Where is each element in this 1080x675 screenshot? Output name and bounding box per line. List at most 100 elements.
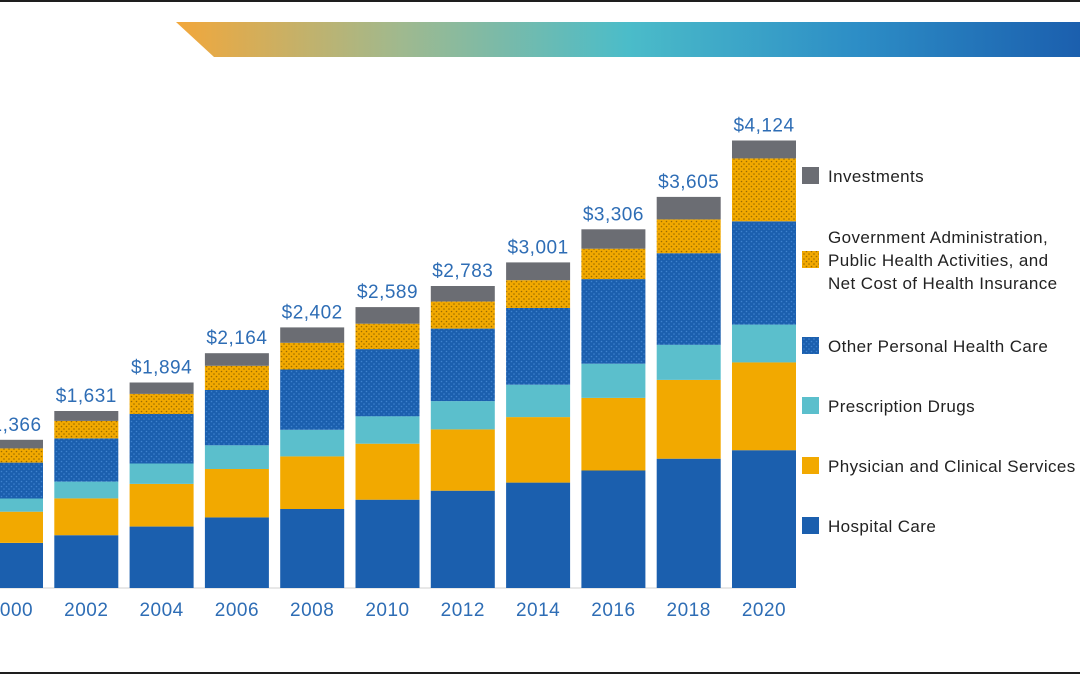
bar-2000-government-administration-public-health-activities-and-net-cost-of-health-insurance — [0, 448, 43, 463]
bar-2020-other-personal-health-care — [732, 221, 796, 325]
x-tick-2008: 2008 — [290, 600, 334, 621]
bar-2000-hospital-care — [0, 543, 43, 588]
bar-2008-investments — [280, 327, 345, 343]
bar-2010-prescription-drugs — [355, 416, 420, 444]
bar-2014-government-administration-public-health-activities-and-net-cost-of-health-insurance — [506, 280, 571, 308]
bar-2006-government-administration-public-health-activities-and-net-cost-of-health-insurance — [204, 365, 269, 390]
bar-2006-prescription-drugs — [204, 445, 269, 469]
top-border — [0, 0, 1080, 2]
bar-2002-other-personal-health-care — [54, 438, 119, 482]
x-tick-2014: 2014 — [516, 600, 560, 621]
total-label-2008: $2,402 — [282, 302, 343, 323]
x-tick-2002: 2002 — [64, 600, 108, 621]
legend-label-government-administration-public-health-activities-and-net-cost-of-health-insurance-line-3: Net Cost of Health Insurance — [828, 274, 1057, 293]
bar-2018-prescription-drugs — [656, 344, 721, 380]
bar-2000-other-personal-health-care — [0, 462, 43, 499]
legend-swatch-investments — [802, 167, 819, 184]
bar-2018-physician-and-clinical-services — [656, 379, 721, 459]
bar-2012-physician-and-clinical-services — [430, 429, 495, 491]
legend-swatch-hospital-care — [802, 517, 819, 534]
bar-2010-government-administration-public-health-activities-and-net-cost-of-health-insurance — [355, 323, 420, 350]
total-label-2014: $3,001 — [508, 237, 569, 258]
bar-2004-other-personal-health-care — [129, 414, 194, 464]
bar-group — [0, 140, 796, 588]
x-tick-2018: 2018 — [667, 600, 711, 621]
x-tick-2000: 2000 — [0, 600, 33, 621]
bar-2012-prescription-drugs — [430, 401, 495, 430]
bar-2004-physician-and-clinical-services — [129, 483, 194, 527]
bar-2018-government-administration-public-health-activities-and-net-cost-of-health-insurance — [656, 219, 721, 254]
total-label-2006: $2,164 — [206, 328, 267, 349]
x-tick-2020: 2020 — [742, 600, 786, 621]
legend-swatch-prescription-drugs — [802, 397, 819, 414]
bar-2020-physician-and-clinical-services — [732, 362, 796, 451]
total-label-2016: $3,306 — [583, 204, 644, 225]
bar-2012-other-personal-health-care — [430, 328, 495, 402]
bar-2016-investments — [581, 229, 646, 249]
legend-label-government-administration-public-health-activities-and-net-cost-of-health-insurance-line-1: Government Administration, — [828, 228, 1048, 247]
bar-2018-other-personal-health-care — [656, 253, 721, 345]
total-label-2004: $1,894 — [131, 358, 192, 379]
bar-2004-prescription-drugs — [129, 463, 194, 484]
bar-2012-government-administration-public-health-activities-and-net-cost-of-health-insurance — [430, 301, 495, 329]
bar-2006-hospital-care — [204, 517, 269, 588]
legend-label-investments: Investments — [828, 167, 924, 186]
bar-2014-other-personal-health-care — [506, 308, 571, 385]
legend-label-hospital-care: Hospital Care — [828, 517, 936, 536]
x-tick-2012: 2012 — [441, 600, 485, 621]
bar-2020-investments — [732, 140, 796, 159]
x-tick-2010: 2010 — [365, 600, 409, 621]
bar-2020-government-administration-public-health-activities-and-net-cost-of-health-insurance — [732, 158, 796, 222]
bar-2008-physician-and-clinical-services — [280, 456, 345, 509]
bar-2020-prescription-drugs — [732, 324, 796, 363]
bar-2020-hospital-care — [732, 450, 796, 588]
bar-2002-hospital-care — [54, 535, 119, 588]
bar-2002-prescription-drugs — [54, 481, 119, 499]
bar-2002-investments — [54, 411, 119, 421]
legend-label-government-administration-public-health-activities-and-net-cost-of-health-insurance-line-2: Public Health Activities, and — [828, 251, 1048, 270]
bar-2010-physician-and-clinical-services — [355, 443, 420, 500]
x-axis-ticks: 2000 2002 2004 2006 2008 2010 2012 2014 2016 2018… — [0, 600, 786, 621]
legend: Investments Government Administration, Pub… — [802, 167, 1075, 536]
bar-2012-investments — [430, 286, 495, 302]
bar-2012-hospital-care — [430, 490, 495, 588]
bar-2008-hospital-care — [280, 509, 345, 588]
total-label-2020: $4,124 — [733, 116, 794, 137]
bar-2016-other-personal-health-care — [581, 279, 646, 364]
header-gradient-banner — [176, 22, 1080, 57]
total-label-2002: $1,631 — [56, 386, 117, 407]
bar-2006-investments — [204, 353, 269, 366]
bar-2006-other-personal-health-care — [204, 390, 269, 446]
bar-2016-government-administration-public-health-activities-and-net-cost-of-health-insurance — [581, 248, 646, 280]
bar-2000-prescription-drugs — [0, 498, 43, 512]
legend-swatch-government-administration-public-health-activities-and-net-cost-of-health-insurance — [802, 251, 819, 268]
bar-2000-physician-and-clinical-services — [0, 511, 43, 543]
x-tick-2004: 2004 — [139, 600, 183, 621]
legend-label-prescription-drugs: Prescription Drugs — [828, 397, 975, 416]
bar-2006-physician-and-clinical-services — [204, 469, 269, 518]
bar-2016-prescription-drugs — [581, 363, 646, 398]
bar-2014-physician-and-clinical-services — [506, 417, 571, 483]
bottom-border — [0, 672, 1080, 674]
total-label-2010: $2,589 — [357, 282, 418, 303]
bar-2016-physician-and-clinical-services — [581, 397, 646, 471]
bar-2010-other-personal-health-care — [355, 349, 420, 417]
bar-2008-prescription-drugs — [280, 429, 345, 457]
bar-2008-other-personal-health-care — [280, 369, 345, 430]
bar-2002-government-administration-public-health-activities-and-net-cost-of-health-insurance — [54, 420, 119, 439]
x-tick-2006: 2006 — [215, 600, 259, 621]
total-label-2012: $2,783 — [432, 261, 493, 282]
bar-2004-investments — [129, 382, 194, 394]
x-tick-2016: 2016 — [591, 600, 635, 621]
bar-2010-investments — [355, 307, 420, 324]
bar-2014-prescription-drugs — [506, 384, 571, 418]
bar-2000-investments — [0, 439, 43, 449]
total-label-2018: $3,605 — [658, 172, 719, 193]
bar-2004-hospital-care — [129, 526, 194, 588]
bar-2014-hospital-care — [506, 482, 571, 588]
legend-swatch-physician-and-clinical-services — [802, 457, 819, 474]
bar-2002-physician-and-clinical-services — [54, 498, 119, 536]
legend-swatch-other-personal-health-care — [802, 337, 819, 354]
bar-2016-hospital-care — [581, 470, 646, 588]
